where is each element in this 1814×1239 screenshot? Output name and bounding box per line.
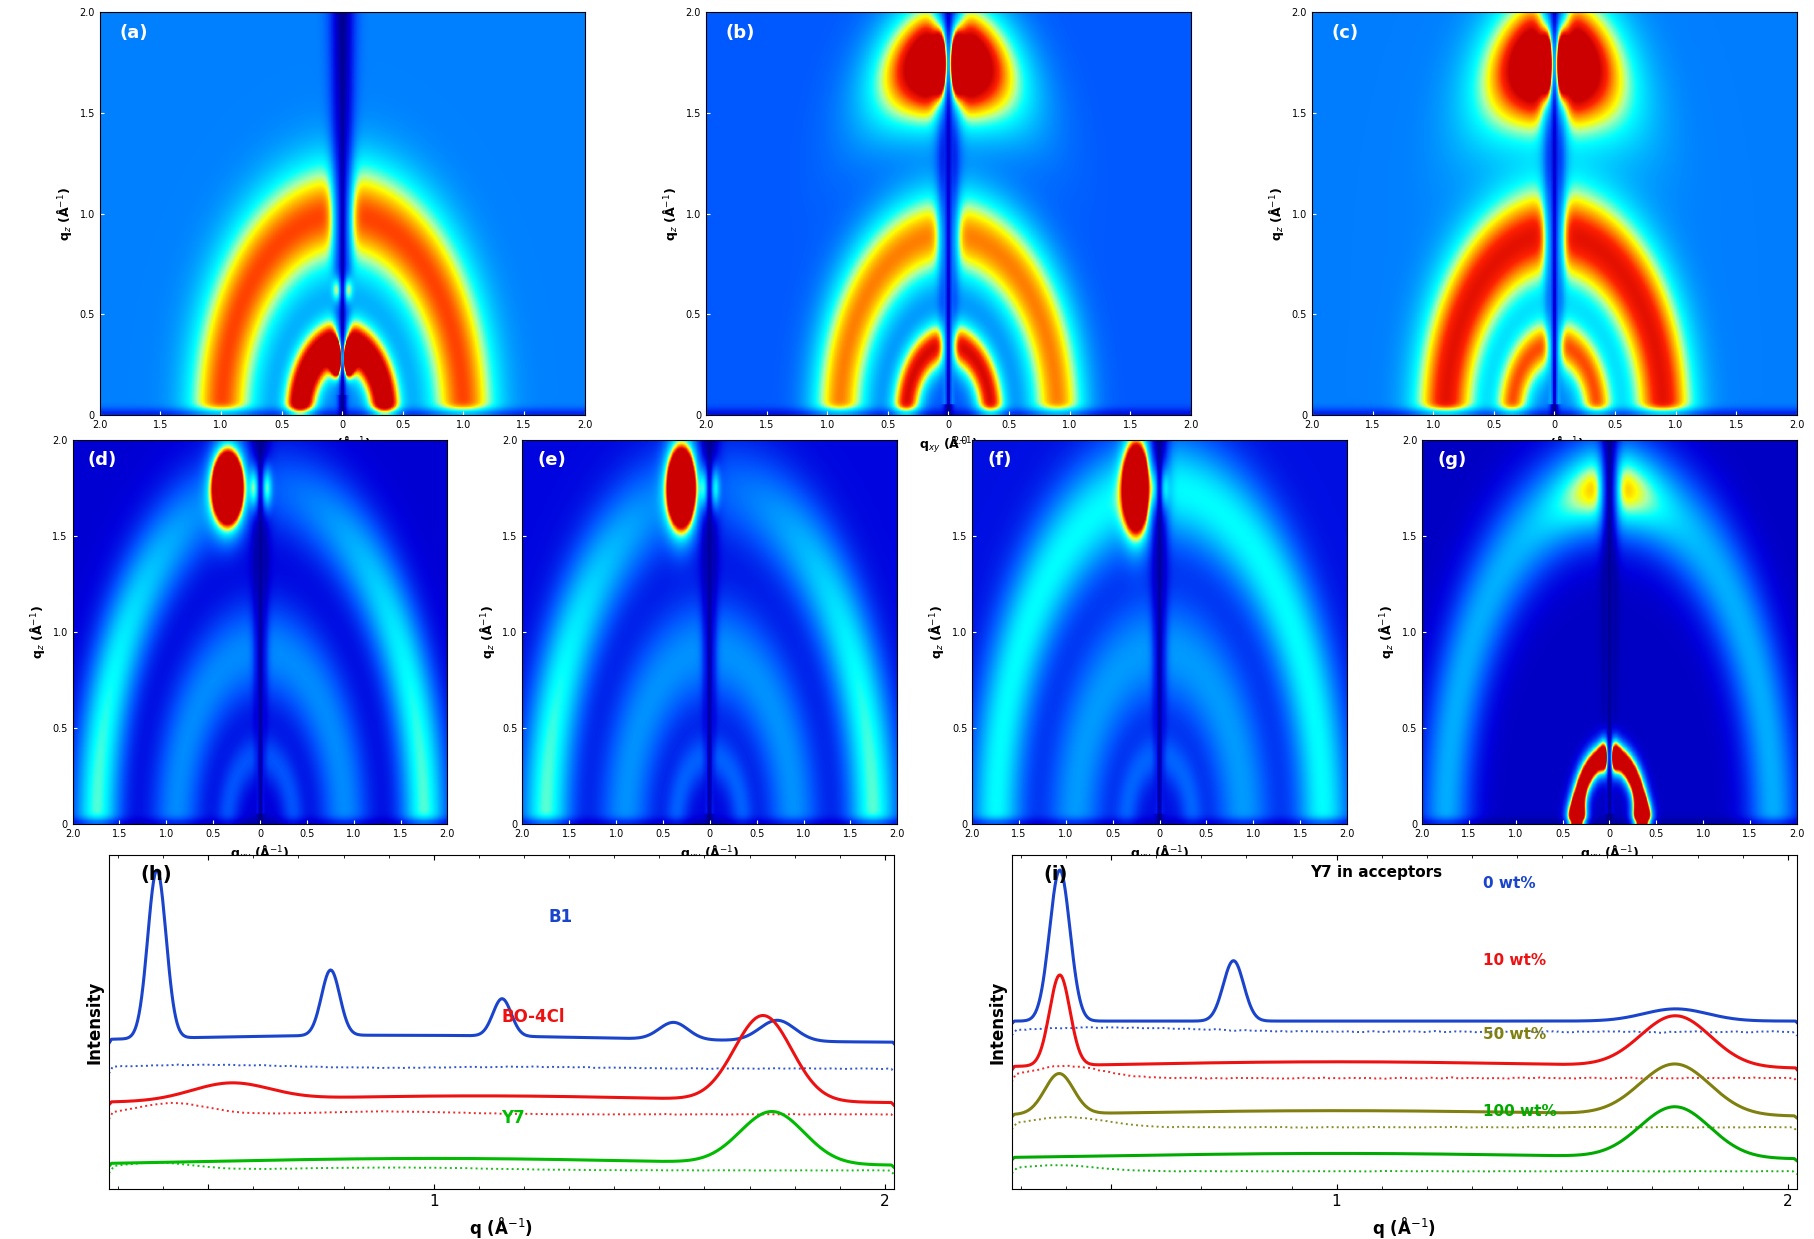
Text: 50 wt%: 50 wt% xyxy=(1482,1027,1546,1042)
X-axis label: q$_{xy}$ (Å$^{-1}$): q$_{xy}$ (Å$^{-1}$) xyxy=(312,435,372,456)
Y-axis label: q$_z$ (Å$^{-1}$): q$_z$ (Å$^{-1}$) xyxy=(477,605,497,659)
Text: 100 wt%: 100 wt% xyxy=(1482,1104,1556,1119)
Y-axis label: q$_z$ (Å$^{-1}$): q$_z$ (Å$^{-1}$) xyxy=(927,605,945,659)
Text: BO-4Cl: BO-4Cl xyxy=(501,1009,564,1026)
X-axis label: q (Å$^{-1}$): q (Å$^{-1}$) xyxy=(1371,1215,1435,1239)
Text: (c): (c) xyxy=(1331,25,1357,42)
X-axis label: q$_{xy}$ (Å$^{-1}$): q$_{xy}$ (Å$^{-1}$) xyxy=(1578,844,1638,865)
Y-axis label: q$_z$ (Å$^{-1}$): q$_z$ (Å$^{-1}$) xyxy=(54,187,74,240)
Text: (e): (e) xyxy=(537,451,566,470)
Text: Y7 in acceptors: Y7 in acceptors xyxy=(1310,865,1442,880)
Text: (a): (a) xyxy=(120,25,147,42)
Text: Y7: Y7 xyxy=(501,1109,524,1126)
Y-axis label: q$_z$ (Å$^{-1}$): q$_z$ (Å$^{-1}$) xyxy=(1266,187,1286,240)
Text: (i): (i) xyxy=(1043,865,1067,883)
Y-axis label: Intensity: Intensity xyxy=(85,980,103,1064)
Text: (h): (h) xyxy=(140,865,172,883)
X-axis label: q$_{xy}$ (Å$^{-1}$): q$_{xy}$ (Å$^{-1}$) xyxy=(1524,435,1584,456)
X-axis label: q$_{xy}$ (Å$^{-1}$): q$_{xy}$ (Å$^{-1}$) xyxy=(680,844,740,865)
Text: 0 wt%: 0 wt% xyxy=(1482,876,1535,891)
Y-axis label: q$_z$ (Å$^{-1}$): q$_z$ (Å$^{-1}$) xyxy=(660,187,680,240)
X-axis label: q (Å$^{-1}$): q (Å$^{-1}$) xyxy=(470,1215,533,1239)
Text: B1: B1 xyxy=(548,908,573,926)
X-axis label: q$_{xy}$ (Å$^{-1}$): q$_{xy}$ (Å$^{-1}$) xyxy=(1128,844,1188,865)
Text: (f): (f) xyxy=(987,451,1010,470)
Y-axis label: q$_z$ (Å$^{-1}$): q$_z$ (Å$^{-1}$) xyxy=(1377,605,1395,659)
Text: (g): (g) xyxy=(1437,451,1466,470)
X-axis label: q$_{xy}$ (Å$^{-1}$): q$_{xy}$ (Å$^{-1}$) xyxy=(918,435,978,456)
Text: (b): (b) xyxy=(726,25,755,42)
Text: 10 wt%: 10 wt% xyxy=(1482,953,1546,969)
Y-axis label: Intensity: Intensity xyxy=(987,980,1005,1064)
Y-axis label: q$_z$ (Å$^{-1}$): q$_z$ (Å$^{-1}$) xyxy=(27,605,47,659)
Text: (d): (d) xyxy=(87,451,116,470)
X-axis label: q$_{xy}$ (Å$^{-1}$): q$_{xy}$ (Å$^{-1}$) xyxy=(230,844,290,865)
